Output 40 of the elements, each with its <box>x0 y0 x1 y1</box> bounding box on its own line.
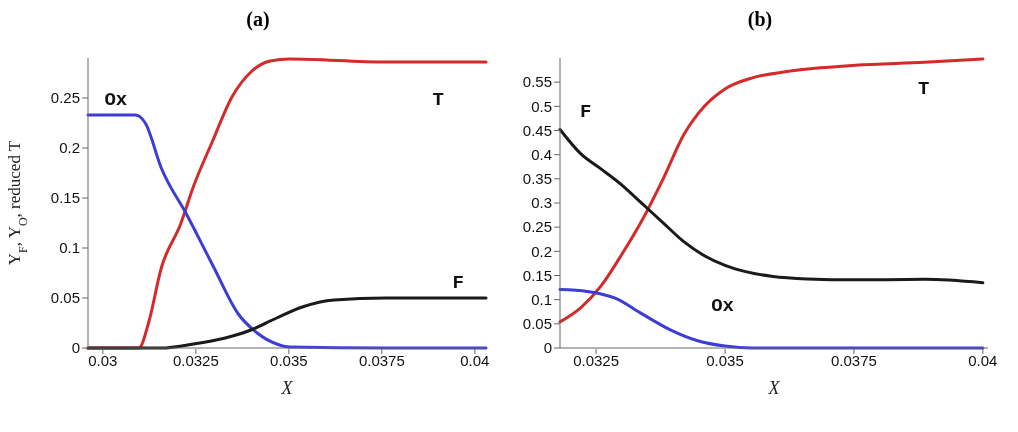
series-label: F <box>579 100 592 123</box>
x-tick-label: 0.04 <box>968 351 998 369</box>
y-tick-label: 0.1 <box>531 290 552 308</box>
y-tick-label: 0.5 <box>531 97 552 115</box>
y-tick-label: 0.15 <box>522 266 552 284</box>
y-tick-label: 0.2 <box>59 139 80 157</box>
x-tick-label: 0.0325 <box>573 351 620 369</box>
x-tick-label: 0.0375 <box>830 351 877 369</box>
y-tick-label: 0.15 <box>50 189 80 207</box>
y-tick-label: 0.05 <box>522 315 552 333</box>
y-tick-label: 0.25 <box>50 89 80 107</box>
y-tick-label: 0.05 <box>50 289 80 307</box>
y-tick-label: 0.4 <box>531 145 552 163</box>
line-series <box>558 288 985 350</box>
x-tick-label: 0.035 <box>270 351 308 369</box>
series-label: Ox <box>104 89 128 112</box>
y-tick-label: 0.45 <box>522 121 552 139</box>
x-tick-label: 0.0325 <box>172 351 219 369</box>
x-tick-label: 0.0375 <box>358 351 405 369</box>
line-series <box>558 128 985 285</box>
y-tick-label: 0.55 <box>522 73 552 91</box>
x-axis-title: X <box>767 378 781 398</box>
series-label: Ox <box>711 295 735 318</box>
series-label: T <box>432 89 444 112</box>
series-label: T <box>918 77 930 100</box>
line-series <box>558 57 985 324</box>
series-label: F <box>452 272 464 295</box>
y-tick-label: 0.35 <box>522 170 552 188</box>
x-tick-label: 0.035 <box>706 351 744 369</box>
y-tick-label: 0.3 <box>531 194 552 212</box>
x-axis-title: X <box>280 378 294 398</box>
y-tick-label: 0.2 <box>531 242 552 260</box>
y-tick-label: 0.25 <box>522 218 552 236</box>
x-tick-label: 0.04 <box>460 351 490 369</box>
y-tick-label: 0.1 <box>59 239 80 257</box>
chart-title: (b) <box>746 8 774 33</box>
y-tick-label: 0 <box>71 339 80 357</box>
y-tick-label: 0 <box>543 339 552 357</box>
chart-title: (a) <box>245 8 271 32</box>
x-tick-label: 0.03 <box>88 351 118 369</box>
